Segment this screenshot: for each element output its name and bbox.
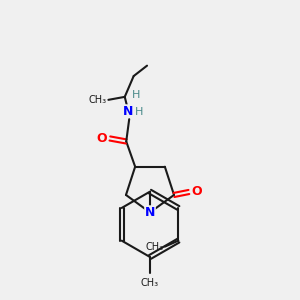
Text: CH₃: CH₃ [145, 242, 164, 252]
Text: H: H [135, 107, 143, 117]
Text: CH₃: CH₃ [141, 278, 159, 288]
Text: O: O [96, 132, 107, 145]
Text: O: O [192, 185, 202, 199]
Text: H: H [132, 90, 141, 100]
Text: CH₃: CH₃ [89, 95, 107, 105]
Text: N: N [122, 105, 133, 118]
Text: N: N [145, 206, 155, 219]
